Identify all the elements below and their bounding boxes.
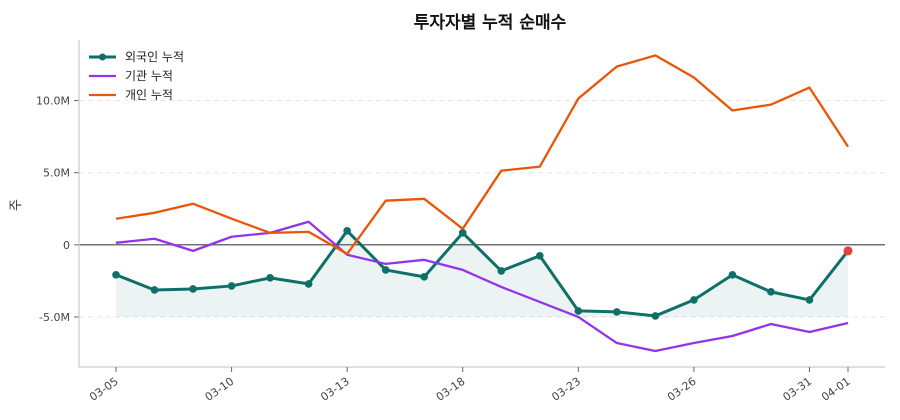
data-point — [728, 271, 737, 279]
data-point — [189, 285, 197, 293]
x-tick-label: 03-10 — [203, 375, 237, 404]
legend-marker — [99, 53, 106, 61]
data-point — [420, 273, 429, 281]
legend-label: 외국인 누적 — [125, 50, 184, 64]
y-tick-label: 10.0M — [36, 95, 70, 108]
data-point — [497, 267, 506, 275]
series-line-0 — [115, 229, 850, 318]
data-point — [304, 280, 313, 288]
x-tick-label: 03-31 — [781, 375, 815, 404]
data-point — [150, 286, 159, 294]
data-point — [767, 288, 775, 296]
y-tick-label: -5.0M — [39, 311, 70, 324]
data-point — [574, 307, 583, 315]
data-point — [112, 271, 120, 279]
last-point-marker — [843, 246, 853, 256]
data-point — [381, 266, 390, 274]
chart-title: 투자자별 누적 순매수 — [414, 13, 567, 33]
x-tick-label: 03-05 — [87, 375, 121, 404]
series-fill-0 — [116, 230, 848, 317]
legend-label: 개인 누적 — [125, 88, 173, 102]
x-tick-label: 03-13 — [318, 375, 352, 404]
series-line-2 — [115, 54, 849, 256]
x-tick-label: 04-01 — [819, 375, 853, 404]
data-point — [343, 227, 351, 235]
series-line-1 — [115, 220, 849, 353]
data-point — [535, 251, 544, 260]
data-point — [458, 229, 467, 237]
x-tick-label: 03-26 — [665, 375, 699, 404]
data-point — [266, 274, 274, 282]
y-axis-label: 주 — [9, 199, 24, 211]
data-point — [613, 308, 621, 316]
legend-label: 기관 누적 — [125, 69, 173, 83]
data-point — [805, 296, 814, 304]
y-tick-label: 5.0M — [43, 167, 70, 180]
data-point — [651, 312, 660, 320]
y-tick-label: 0 — [63, 239, 70, 252]
x-tick-label: 03-23 — [549, 375, 583, 404]
data-point — [227, 282, 236, 290]
x-tick-label: 03-18 — [434, 375, 468, 404]
data-point — [690, 296, 698, 304]
